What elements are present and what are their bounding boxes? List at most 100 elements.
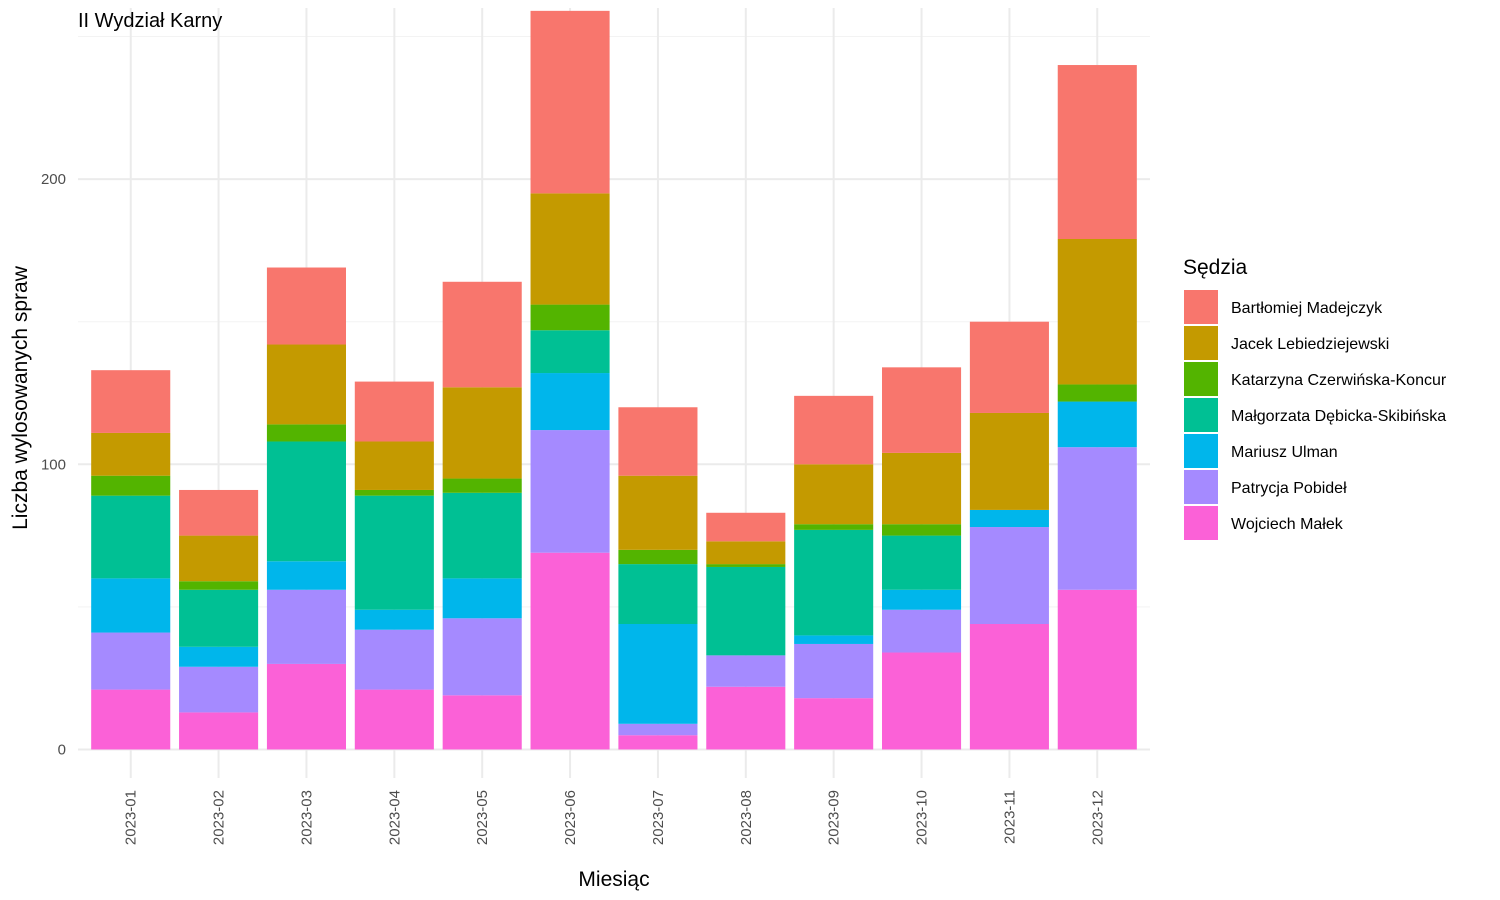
bar-segment (179, 589, 259, 647)
bar-segment (882, 524, 962, 536)
bar-segment (706, 566, 786, 656)
bar-segment (882, 652, 962, 750)
bar-segment (706, 541, 786, 565)
y-tick-label: 100 (41, 456, 66, 473)
bar-segment (91, 632, 171, 690)
bar-segment (969, 624, 1049, 750)
bar-segment (530, 430, 610, 553)
bar-segment (882, 609, 962, 653)
bar-segment (354, 495, 434, 610)
bar-segment (618, 549, 698, 565)
bar-segment (794, 643, 874, 699)
bar-segment (266, 589, 346, 664)
bar-segment (91, 689, 171, 750)
bar-segment (179, 581, 259, 590)
legend-items: Bartłomiej Madejczyk Jacek Lebiedziejewsk… (1184, 290, 1447, 540)
y-axis-ticks: 0 100 200 (41, 171, 66, 758)
x-axis-title: Miesiąc (578, 868, 649, 891)
bar-segment (354, 489, 434, 496)
bar-segment (794, 524, 874, 530)
bar-segment (179, 489, 259, 536)
bar-segment (1057, 65, 1137, 239)
x-tick-label: 2023-10 (914, 790, 931, 845)
bar-segment (442, 478, 522, 493)
legend-swatch (1184, 506, 1218, 540)
legend: Sędzia Bartłomiej Madejczyk Jacek Lebiedz… (1183, 256, 1447, 540)
bar-segment (530, 193, 610, 305)
legend-label: Katarzyna Czerwińska-Koncur (1231, 372, 1447, 389)
bar-segment (882, 367, 962, 453)
bar-segment (91, 475, 171, 496)
x-tick-label: 2023-12 (1089, 790, 1106, 845)
bar-segment (706, 564, 786, 567)
x-tick-label: 2023-07 (650, 790, 667, 845)
bar-segment (969, 509, 1049, 528)
bar-segment (442, 492, 522, 579)
bar-segment (618, 407, 698, 476)
x-tick-label: 2023-08 (738, 790, 755, 845)
bar-segment (1057, 401, 1137, 448)
bar-segment (442, 387, 522, 479)
bar-segment (179, 712, 259, 750)
legend-label: Jacek Lebiedziejewski (1231, 336, 1389, 353)
legend-label: Małgorzata Dębicka-Skibińska (1231, 408, 1446, 425)
bar-segment (442, 695, 522, 750)
y-tick-label: 200 (41, 171, 66, 188)
x-tick-label: 2023-11 (1001, 790, 1018, 844)
legend-swatch (1184, 290, 1218, 324)
bar-segment (1057, 384, 1137, 402)
bar-segment (794, 529, 874, 636)
bar-segment (354, 609, 434, 630)
bar-segment (794, 698, 874, 750)
bars (91, 10, 1137, 750)
bar-segment (882, 452, 962, 525)
x-tick-label: 2023-09 (826, 790, 843, 845)
bar-segment (706, 655, 786, 687)
legend-swatch (1184, 434, 1218, 468)
x-tick-label: 2023-05 (474, 790, 491, 845)
bar-segment (354, 689, 434, 750)
bar-segment (618, 564, 698, 624)
legend-label: Wojciech Małek (1231, 516, 1344, 533)
bar-segment (1057, 589, 1137, 750)
bar-segment (530, 304, 610, 331)
bar-segment (442, 618, 522, 696)
bar-segment (530, 552, 610, 750)
bar-segment (91, 495, 171, 579)
bar-segment (266, 441, 346, 562)
bar-segment (91, 432, 171, 476)
bar-segment (882, 589, 962, 610)
bar-segment (530, 373, 610, 431)
x-tick-label: 2023-02 (211, 790, 228, 845)
legend-title: Sędzia (1183, 256, 1248, 279)
bar-segment (266, 663, 346, 750)
bar-segment (530, 330, 610, 374)
bar-segment (618, 735, 698, 750)
bar-segment (1057, 447, 1137, 590)
bar-segment (266, 267, 346, 345)
x-tick-label: 2023-01 (123, 790, 140, 845)
chart-title: II Wydział Karny (78, 10, 222, 32)
bar-segment (354, 381, 434, 442)
bar-segment (969, 412, 1049, 510)
bar-segment (266, 561, 346, 590)
bar-segment (91, 370, 171, 433)
bar-segment (706, 686, 786, 750)
x-tick-label: 2023-06 (562, 790, 579, 845)
x-axis-ticks: 2023-01 2023-02 2023-03 2023-04 2023-05 2023-… (123, 790, 1107, 845)
x-tick-label: 2023-03 (298, 790, 315, 845)
legend-label: Bartłomiej Madejczyk (1231, 300, 1383, 317)
bar-segment (618, 475, 698, 550)
y-axis-title: Liczba wylosowanych spraw (9, 265, 32, 530)
legend-swatch (1184, 362, 1218, 396)
bar-segment (442, 281, 522, 388)
legend-swatch (1184, 326, 1218, 360)
bar-segment (618, 624, 698, 724)
bar-segment (354, 441, 434, 490)
y-tick-label: 0 (58, 741, 66, 758)
bar-segment (442, 578, 522, 619)
bar-segment (969, 321, 1049, 413)
bar-segment (969, 527, 1049, 624)
legend-label: Patrycja Pobideł (1231, 480, 1347, 497)
